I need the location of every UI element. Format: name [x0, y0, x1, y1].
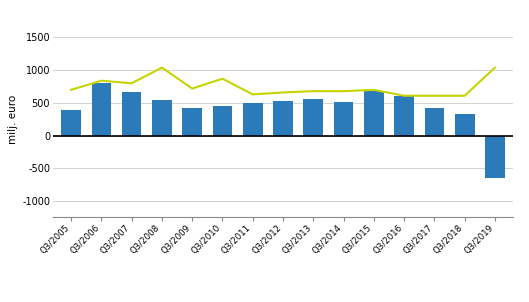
Bar: [455, 114, 475, 136]
Y-axis label: milj. euro: milj. euro: [8, 95, 18, 144]
Bar: [485, 136, 505, 178]
Bar: [61, 110, 81, 136]
Bar: [183, 108, 202, 136]
Bar: [364, 91, 384, 136]
Bar: [152, 100, 172, 136]
Bar: [334, 101, 353, 136]
Bar: [304, 99, 323, 136]
Bar: [243, 103, 262, 136]
Bar: [213, 106, 232, 136]
Bar: [92, 83, 111, 136]
Bar: [122, 92, 141, 136]
Bar: [394, 96, 414, 136]
Bar: [273, 101, 293, 136]
Bar: [425, 108, 444, 136]
